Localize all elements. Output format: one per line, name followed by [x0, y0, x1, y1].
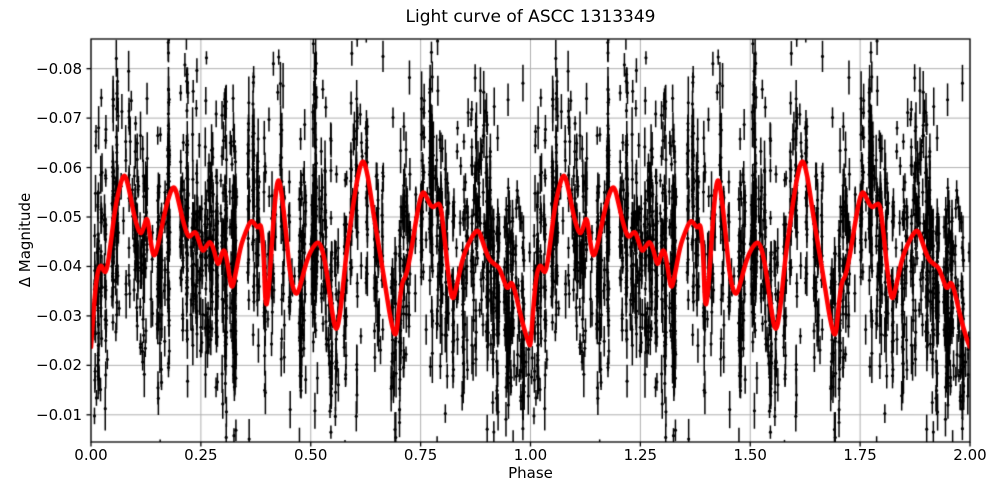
x-tick-label: 1.00: [513, 446, 548, 464]
y-tick-label: −0.07: [36, 109, 82, 128]
chart-title: Light curve of ASCC 1313349: [405, 7, 656, 27]
y-tick-label: −0.05: [36, 208, 82, 226]
y-tick-label: −0.06: [36, 158, 82, 177]
y-tick-label: −0.01: [36, 405, 82, 424]
x-tick-label: 1.75: [843, 446, 877, 464]
y-tick-label: −0.02: [36, 356, 82, 375]
x-tick-label: 1.25: [623, 446, 658, 464]
y-tick-label: −0.08: [36, 59, 82, 78]
x-tick-label: 0.00: [74, 446, 108, 464]
x-tick-label: 0.75: [403, 446, 438, 464]
x-tick-label: 0.25: [184, 446, 218, 464]
x-tick-label: 0.50: [294, 446, 328, 464]
x-tick-label: 2.00: [953, 446, 987, 464]
x-axis-label: Phase: [508, 464, 553, 482]
y-tick-label: −0.04: [36, 257, 82, 276]
x-tick-label: 1.50: [733, 446, 767, 464]
y-tick-label: −0.03: [36, 306, 82, 325]
